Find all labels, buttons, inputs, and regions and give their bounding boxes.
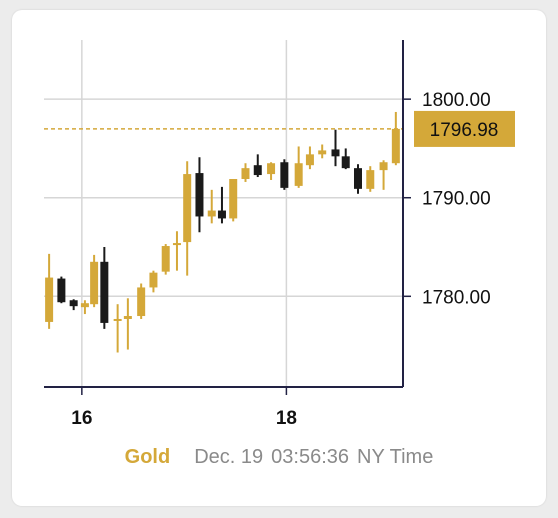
candle-body [366,170,375,189]
candle-body [149,272,158,288]
quote-date: Dec. 19 [194,446,264,468]
chart-card [12,10,546,506]
candle-body [253,165,262,176]
candle-body [331,149,340,157]
axes [44,40,411,395]
candle-body [353,168,362,189]
candle-body [391,128,400,164]
candle-body [172,243,181,246]
candle-body [379,162,388,171]
candle-body [69,300,78,307]
current-price-label: 1796.98 [430,120,499,141]
candle-body [217,210,226,219]
candle-body [137,287,146,317]
metal-name: Gold [124,446,171,468]
candle-body [45,277,54,322]
candle-body [207,210,216,217]
candle-body [57,278,66,303]
candle-body [280,162,289,188]
candle-body [341,156,350,169]
candle-body [113,318,122,321]
y-tick-label: 1790.00 [422,189,491,210]
candle-body [267,163,276,175]
candle-body [123,316,132,319]
candle-body [241,168,250,179]
candle-body [229,178,238,219]
candles [45,111,400,353]
axis-labels: 1800.00 1790.00 1780.00 16 18 1796.98 [71,90,515,429]
candle-body [80,303,89,308]
y-tick-label: 1780.00 [422,287,491,308]
chart-footer: Gold Dec. 19 03:56:36 NY Time [0,446,558,469]
candle-body [90,261,99,305]
candle-body [294,163,303,186]
candle-body [305,154,314,166]
candle-body [100,261,109,323]
x-tick-label: 18 [276,408,297,429]
candle-body [195,173,204,217]
candle-body [161,246,170,272]
x-tick-label: 16 [71,408,92,429]
y-tick-label: 1800.00 [422,90,491,111]
candle-body [318,150,327,155]
quote-time: 03:56:36 [271,446,349,468]
current-price-label-bg [414,110,515,147]
quote-timezone: NY Time [357,446,434,468]
candle-body [183,174,192,243]
